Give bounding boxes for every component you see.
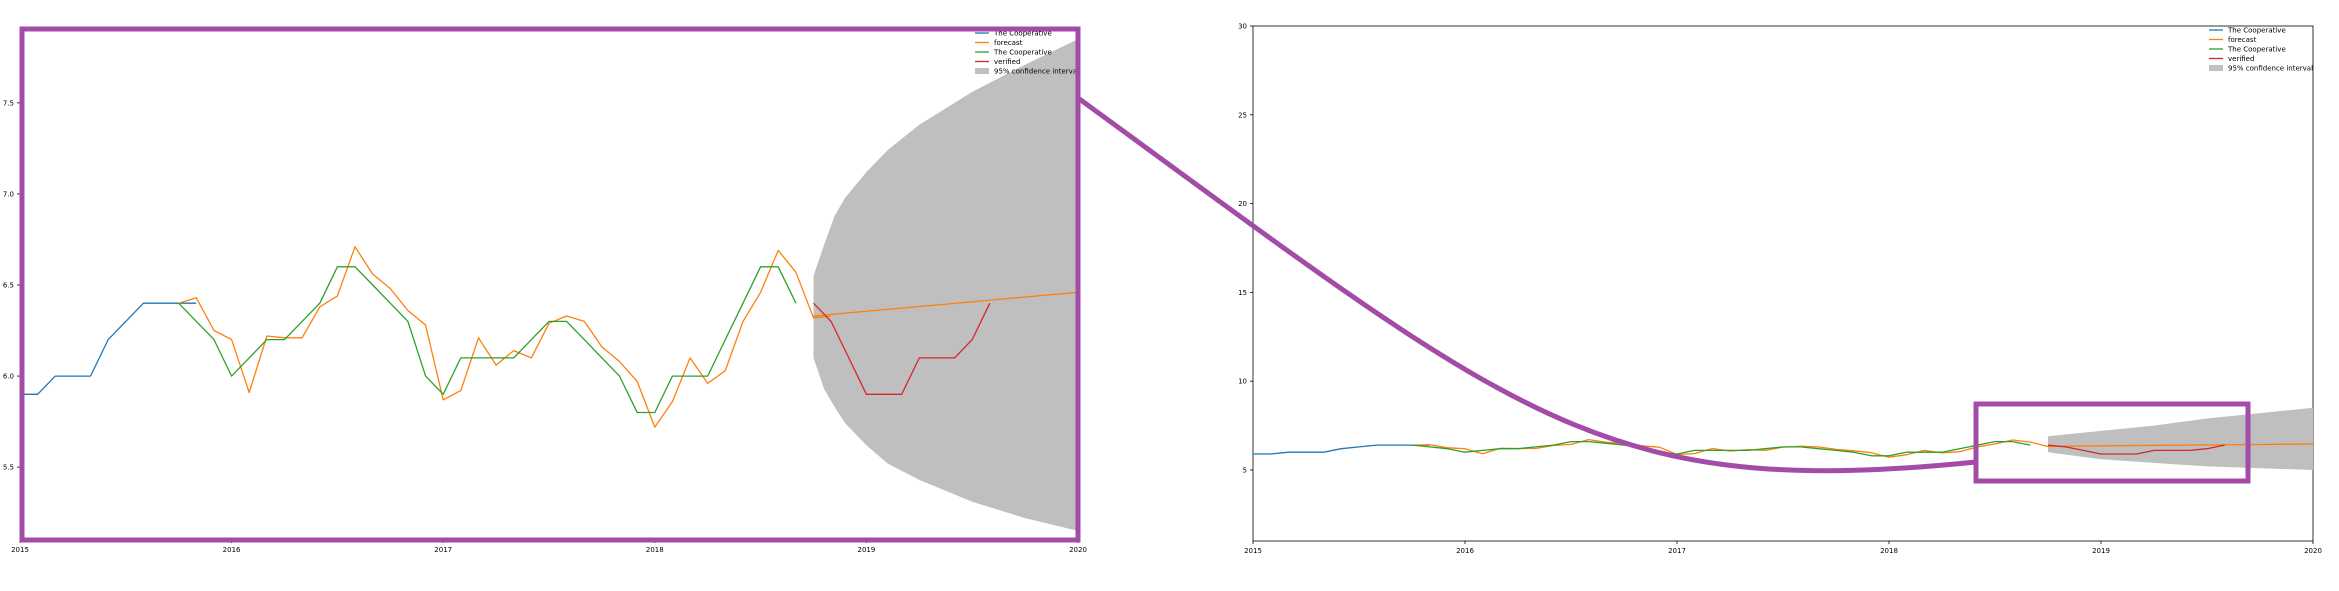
x-tick-label: 2016 [1456, 547, 1474, 555]
y-tick-label: 6.0 [3, 373, 14, 381]
y-tick-label: 15 [1238, 289, 1247, 297]
legend-swatch [2209, 65, 2223, 71]
x-tick-label: 2015 [1244, 547, 1262, 555]
x-tick-label: 2017 [434, 546, 452, 554]
x-tick-label: 2017 [1668, 547, 1686, 555]
y-tick-label: 20 [1238, 200, 1247, 208]
zoomed-chart: 2015 2016 2017 2018 2019 2020 5.5 6.0 6.5 7.0 7.5 T… [3, 30, 1087, 555]
confidence-interval-band [813, 39, 1078, 531]
x-tick-label: 2018 [646, 546, 664, 554]
legend-label: forecast [994, 39, 1023, 47]
series-line-2 [1411, 440, 2031, 457]
legend-label: The Cooperative [993, 30, 1052, 38]
x-tick-label: 2018 [1880, 547, 1898, 555]
y-tick-label: 7.5 [3, 99, 14, 107]
zoom-overlay [19, 26, 2251, 543]
y-tick-label: 5.5 [3, 464, 14, 472]
legend-label: verified [994, 58, 1020, 66]
series-line-4 [813, 302, 991, 395]
x-tick-label: 2020 [2304, 547, 2322, 555]
zoom-frame [19, 26, 1081, 543]
legend-label: 95% confidence interval [994, 68, 1079, 76]
x-tick-label: 2019 [857, 546, 875, 554]
legend-label: 95% confidence interval [2228, 65, 2313, 73]
series-line-0 [20, 302, 197, 395]
y-tick-label: 5 [1243, 466, 1247, 474]
axes-frame [1252, 25, 2314, 542]
y-tick-label: 6.5 [3, 282, 14, 290]
series-line-4 [2047, 444, 2225, 455]
series-line-0 [1253, 444, 1430, 455]
y-tick-label: 30 [1238, 23, 1247, 31]
legend-label: verified [2228, 55, 2254, 63]
x-tick-label: 2016 [223, 546, 241, 554]
legend-label: The Cooperative [993, 49, 1052, 57]
legend-swatch [975, 68, 989, 74]
legend-label: The Cooperative [2227, 27, 2286, 35]
x-tick-label: 2019 [2092, 547, 2110, 555]
zoom-connector [1075, 95, 1979, 474]
legend-label: forecast [2228, 36, 2257, 44]
legend-label: The Cooperative [2227, 46, 2286, 54]
zoom-region-box [1973, 401, 2251, 484]
y-tick-label: 25 [1238, 111, 1247, 119]
series-line-3 [2047, 443, 2314, 447]
y-tick-label: 10 [1238, 378, 1247, 386]
series-line-2 [178, 266, 797, 414]
x-tick-label: 2015 [11, 546, 29, 554]
y-tick-label: 7.0 [3, 190, 14, 198]
x-tick-label: 2020 [1069, 546, 1087, 554]
series-line-3 [813, 291, 1079, 317]
